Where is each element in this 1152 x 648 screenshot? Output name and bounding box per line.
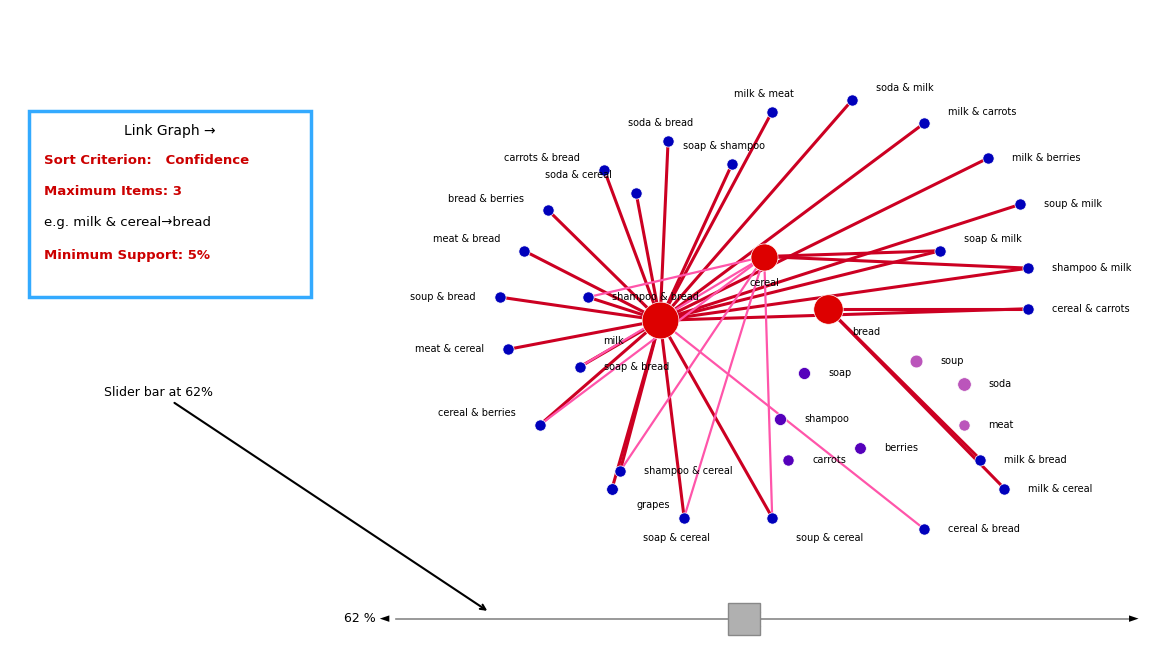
Point <box>843 95 862 105</box>
Point <box>491 292 509 303</box>
Point <box>515 246 533 256</box>
Point <box>1020 263 1038 273</box>
Point <box>771 414 789 424</box>
Text: meat & cereal: meat & cereal <box>415 344 484 354</box>
Text: soap & bread: soap & bread <box>604 362 669 372</box>
Point <box>763 106 781 117</box>
Text: cereal & berries: cereal & berries <box>438 408 516 418</box>
Point <box>907 356 925 366</box>
Point <box>578 292 597 303</box>
Point <box>819 303 838 314</box>
Text: soup & cereal: soup & cereal <box>796 533 864 543</box>
FancyBboxPatch shape <box>728 603 760 635</box>
Text: 62 % ◄: 62 % ◄ <box>343 612 389 625</box>
FancyBboxPatch shape <box>29 111 311 297</box>
Text: milk & berries: milk & berries <box>1013 153 1081 163</box>
Text: shampoo & cereal: shampoo & cereal <box>644 466 733 476</box>
Text: bread: bread <box>852 327 880 337</box>
Point <box>779 454 797 465</box>
Point <box>763 513 781 523</box>
Point <box>795 367 813 378</box>
Text: Sort Criterion:   Confidence: Sort Criterion: Confidence <box>44 154 249 167</box>
Text: milk & carrots: milk & carrots <box>948 106 1017 117</box>
Point <box>1020 303 1038 314</box>
Text: soup: soup <box>940 356 964 366</box>
Point <box>570 362 589 372</box>
Text: soup & milk: soup & milk <box>1045 200 1102 209</box>
Text: Maximum Items: 3: Maximum Items: 3 <box>44 185 182 198</box>
Point <box>499 344 517 354</box>
Point <box>659 135 677 146</box>
Point <box>611 466 629 476</box>
Text: milk & cereal: milk & cereal <box>1029 483 1093 494</box>
Text: milk & bread: milk & bread <box>1005 454 1067 465</box>
Text: Link Graph →: Link Graph → <box>124 124 215 139</box>
Text: carrots: carrots <box>812 454 846 465</box>
Point <box>602 483 621 494</box>
Text: shampoo & bread: shampoo & bread <box>612 292 699 302</box>
Point <box>1011 199 1030 209</box>
Point <box>594 165 613 175</box>
Point <box>915 118 933 128</box>
Text: carrots & bread: carrots & bread <box>505 153 581 163</box>
Text: milk: milk <box>604 336 624 345</box>
Text: bread & berries: bread & berries <box>448 194 524 203</box>
Text: milk & meat: milk & meat <box>734 89 794 99</box>
Point <box>995 483 1014 494</box>
Point <box>627 187 645 198</box>
Text: ►: ► <box>1129 612 1139 625</box>
Point <box>931 246 949 256</box>
Text: cereal & carrots: cereal & carrots <box>1053 304 1130 314</box>
Point <box>539 205 558 215</box>
Point <box>675 513 694 523</box>
Point <box>851 443 870 453</box>
Text: soap & milk: soap & milk <box>964 234 1022 244</box>
Text: shampoo: shampoo <box>804 414 849 424</box>
Text: cereal: cereal <box>749 277 779 288</box>
Text: soda & bread: soda & bread <box>628 118 692 128</box>
Text: meat: meat <box>988 420 1014 430</box>
Text: soda & cereal: soda & cereal <box>545 170 612 180</box>
Point <box>755 251 773 262</box>
Text: berries: berries <box>885 443 918 453</box>
Text: e.g. milk & cereal→bread: e.g. milk & cereal→bread <box>44 216 211 229</box>
Text: soap & cereal: soap & cereal <box>643 533 710 543</box>
Text: meat & bread: meat & bread <box>433 234 500 244</box>
Text: grapes: grapes <box>636 500 669 510</box>
Text: soap & shampoo: soap & shampoo <box>683 141 765 152</box>
Point <box>979 153 998 163</box>
Text: shampoo & milk: shampoo & milk <box>1053 263 1131 273</box>
Point <box>971 454 990 465</box>
Text: Minimum Support: 5%: Minimum Support: 5% <box>44 249 210 262</box>
Text: cereal & bread: cereal & bread <box>948 524 1021 534</box>
Text: soda: soda <box>988 379 1011 389</box>
Text: soup & bread: soup & bread <box>410 292 476 302</box>
Text: Slider bar at 62%: Slider bar at 62% <box>104 386 485 610</box>
Text: soda & milk: soda & milk <box>877 84 934 93</box>
Point <box>915 524 933 535</box>
Point <box>531 419 550 430</box>
Text: soap: soap <box>828 367 851 378</box>
Point <box>955 419 973 430</box>
Point <box>955 379 973 389</box>
Point <box>723 159 742 169</box>
Point <box>651 315 669 325</box>
